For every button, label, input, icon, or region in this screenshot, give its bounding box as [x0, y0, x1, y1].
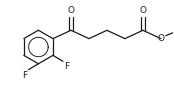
Text: O: O: [157, 34, 164, 43]
Text: F: F: [64, 62, 69, 71]
Text: O: O: [68, 6, 74, 15]
Text: F: F: [22, 71, 27, 80]
Text: O: O: [139, 6, 146, 15]
